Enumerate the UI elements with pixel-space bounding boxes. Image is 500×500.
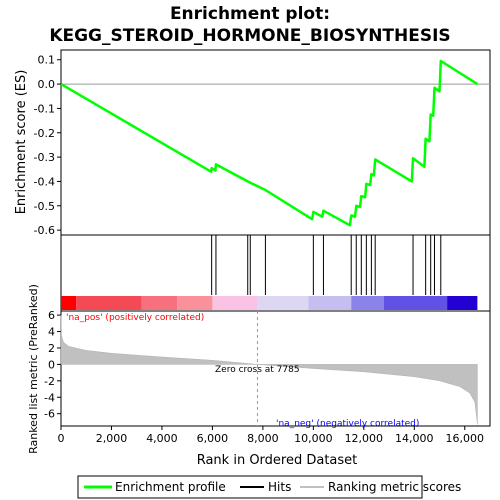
x-tick-label: 6,000 — [197, 432, 229, 445]
x-tick-label: 8,000 — [247, 432, 279, 445]
es-y-tick-label: -0.5 — [34, 200, 55, 213]
metric-y-tick-label: -6 — [44, 408, 55, 421]
heatmap-segment — [351, 296, 385, 310]
metric-area-group — [60, 315, 478, 425]
x-axis-label: Rank in Ordered Dataset — [197, 453, 358, 468]
legend-label-enrichment-profile: Enrichment profile — [115, 480, 226, 494]
chart-title-line1: Enrichment plot: — [170, 4, 330, 24]
heatmap-segment — [308, 296, 352, 310]
x-tick-label: 10,000 — [294, 432, 333, 445]
heatmap-segment — [141, 296, 178, 310]
heatmap-segment — [257, 296, 309, 310]
legend-label-ranking-metric-scores: Ranking metric scores — [328, 480, 461, 494]
enrichment-profile-line — [60, 59, 479, 227]
x-tick-label: 2,000 — [96, 432, 128, 445]
legend-label-hits: Hits — [268, 480, 291, 494]
es-y-tick-label: -0.4 — [34, 175, 55, 188]
es-y-tick-label: -0.1 — [34, 102, 55, 115]
heatmap-segment — [212, 296, 258, 310]
chart-title-line2: KEGG_STEROID_HORMONE_BIOSYNTHESIS — [49, 26, 450, 46]
x-tick-label: 0 — [58, 432, 65, 445]
heatmap-segment — [384, 296, 448, 310]
metric-y-axis-label: Ranked list metric (PreRanked) — [27, 284, 40, 454]
x-tick-label: 12,000 — [345, 432, 384, 445]
x-axis-ticks: 0 2,000 4,000 6,000 8,000 10,000 12,000 14,000 1… — [58, 426, 485, 445]
metric-y-tick-label: 4 — [48, 326, 55, 339]
metric-y-tick-label: -4 — [44, 391, 55, 404]
ranking-metric-area — [60, 315, 478, 425]
ranking-heatmap-bar — [61, 296, 478, 310]
es-y-axis-label: Enrichment score (ES) — [14, 70, 29, 215]
metric-y-tick-label: -2 — [44, 375, 55, 388]
es-y-tick-label: -0.2 — [34, 127, 55, 140]
zero-cross-label: Zero cross at 7785 — [215, 365, 300, 375]
es-y-tick-label: 0.1 — [38, 54, 56, 67]
heatmap-segment — [61, 296, 77, 310]
neg-correlated-label: 'na_neg' (negatively correlated) — [276, 419, 419, 429]
x-tick-label: 16,000 — [446, 432, 485, 445]
heatmap-segment — [177, 296, 213, 310]
x-tick-label: 14,000 — [395, 432, 434, 445]
es-y-tick-label: -0.6 — [34, 224, 55, 237]
es-panel-frame — [60, 49, 491, 236]
x-tick-label: 4,000 — [146, 432, 178, 445]
es-y-tick-label: 0.0 — [38, 78, 56, 91]
metric-y-ticks: -6 -4 -2 0 2 4 6 — [44, 309, 61, 421]
es-y-ticks: -0.6 -0.5 -0.4 -0.3 -0.2 -0.1 0.0 0.1 — [34, 54, 61, 237]
es-y-tick-label: -0.3 — [34, 151, 55, 164]
es-series-group — [60, 59, 479, 227]
metric-y-tick-label: 2 — [48, 342, 55, 355]
pos-correlated-label: 'na_pos' (positively correlated) — [66, 313, 204, 323]
hits-group — [211, 235, 442, 295]
metric-y-tick-label: 6 — [48, 309, 55, 322]
metric-y-tick-label: 0 — [48, 358, 55, 371]
heatmap-segment — [447, 296, 478, 310]
heatmap-segment — [76, 296, 142, 310]
